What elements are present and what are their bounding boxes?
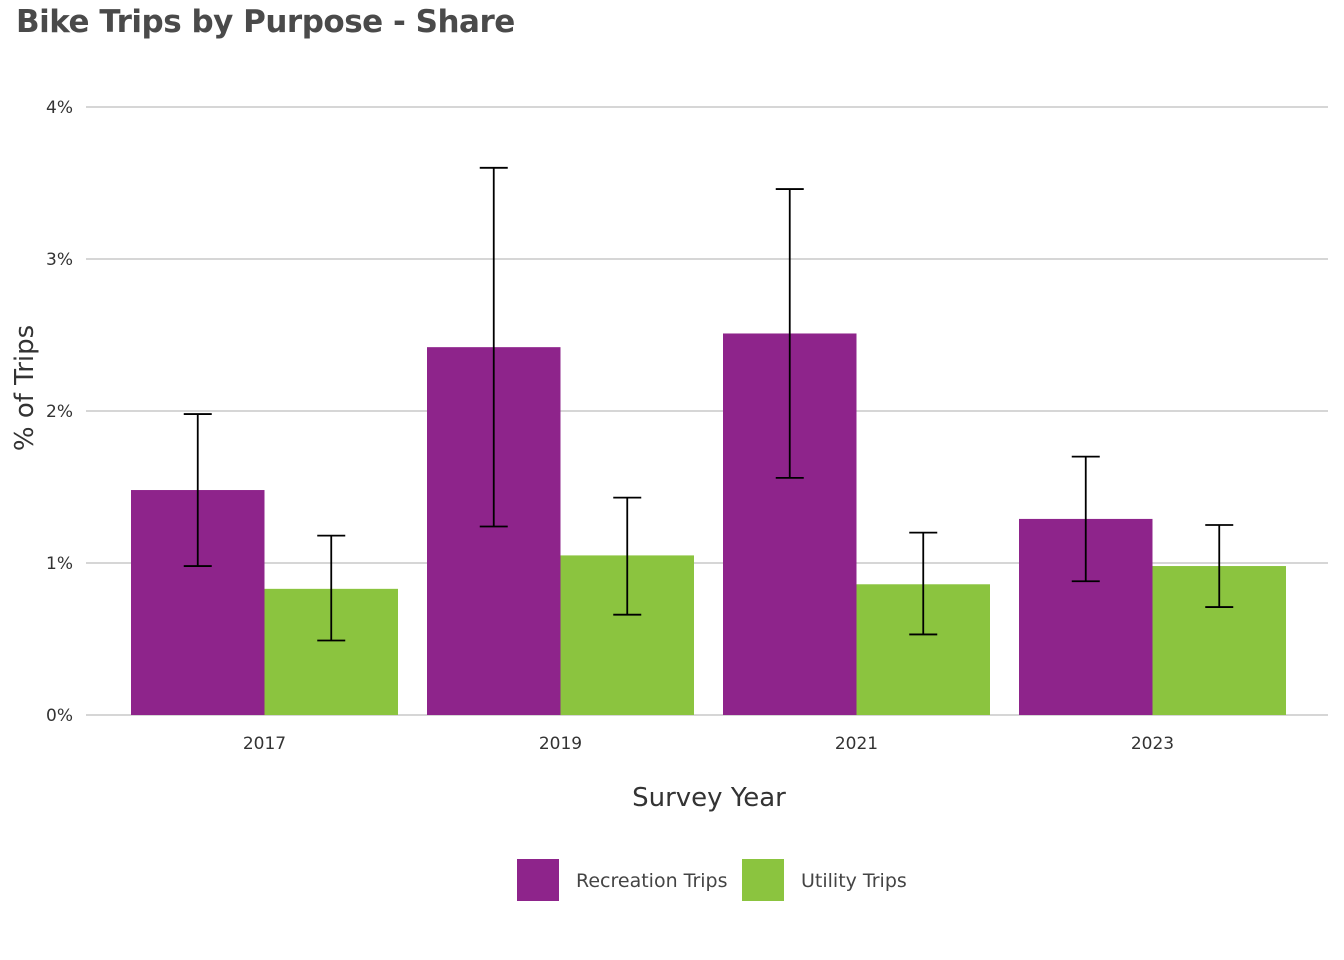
x-axis-ticks: 2017 2019 2021 2023: [243, 734, 1174, 754]
error-bar: [183, 413, 212, 567]
y-tick-label: 0%: [46, 706, 73, 726]
error-bar: [909, 531, 938, 636]
error-bar: [775, 188, 804, 479]
error-bars: [183, 166, 1234, 642]
error-bar: [317, 534, 346, 642]
error-bar: [1205, 524, 1234, 608]
bars: [131, 333, 1286, 715]
x-tick-label: 2017: [243, 734, 286, 754]
y-tick-label: 4%: [46, 98, 73, 118]
legend-item: Utility Trips: [742, 859, 907, 901]
error-bar: [479, 166, 508, 528]
error-bar: [1071, 455, 1100, 583]
y-tick-label: 1%: [46, 554, 73, 574]
chart-title: Bike Trips by Purpose - Share: [16, 4, 515, 40]
y-axis-title: % of Trips: [10, 325, 40, 451]
legend-item: Recreation Trips: [517, 859, 728, 901]
legend-label: Recreation Trips: [576, 870, 728, 892]
x-axis-title: Survey Year: [632, 783, 786, 813]
x-tick-label: 2021: [835, 734, 878, 754]
error-bar: [613, 496, 642, 616]
legend-swatch: [742, 859, 784, 901]
y-tick-label: 2%: [46, 402, 73, 422]
x-tick-label: 2019: [539, 734, 582, 754]
y-axis-ticks: 0% 1% 2% 3% 4%: [46, 98, 73, 726]
legend-label: Utility Trips: [801, 870, 907, 892]
legend: Recreation Trips Utility Trips: [517, 859, 907, 901]
legend-swatch: [517, 859, 559, 901]
y-tick-label: 3%: [46, 250, 73, 270]
x-tick-label: 2023: [1131, 734, 1174, 754]
